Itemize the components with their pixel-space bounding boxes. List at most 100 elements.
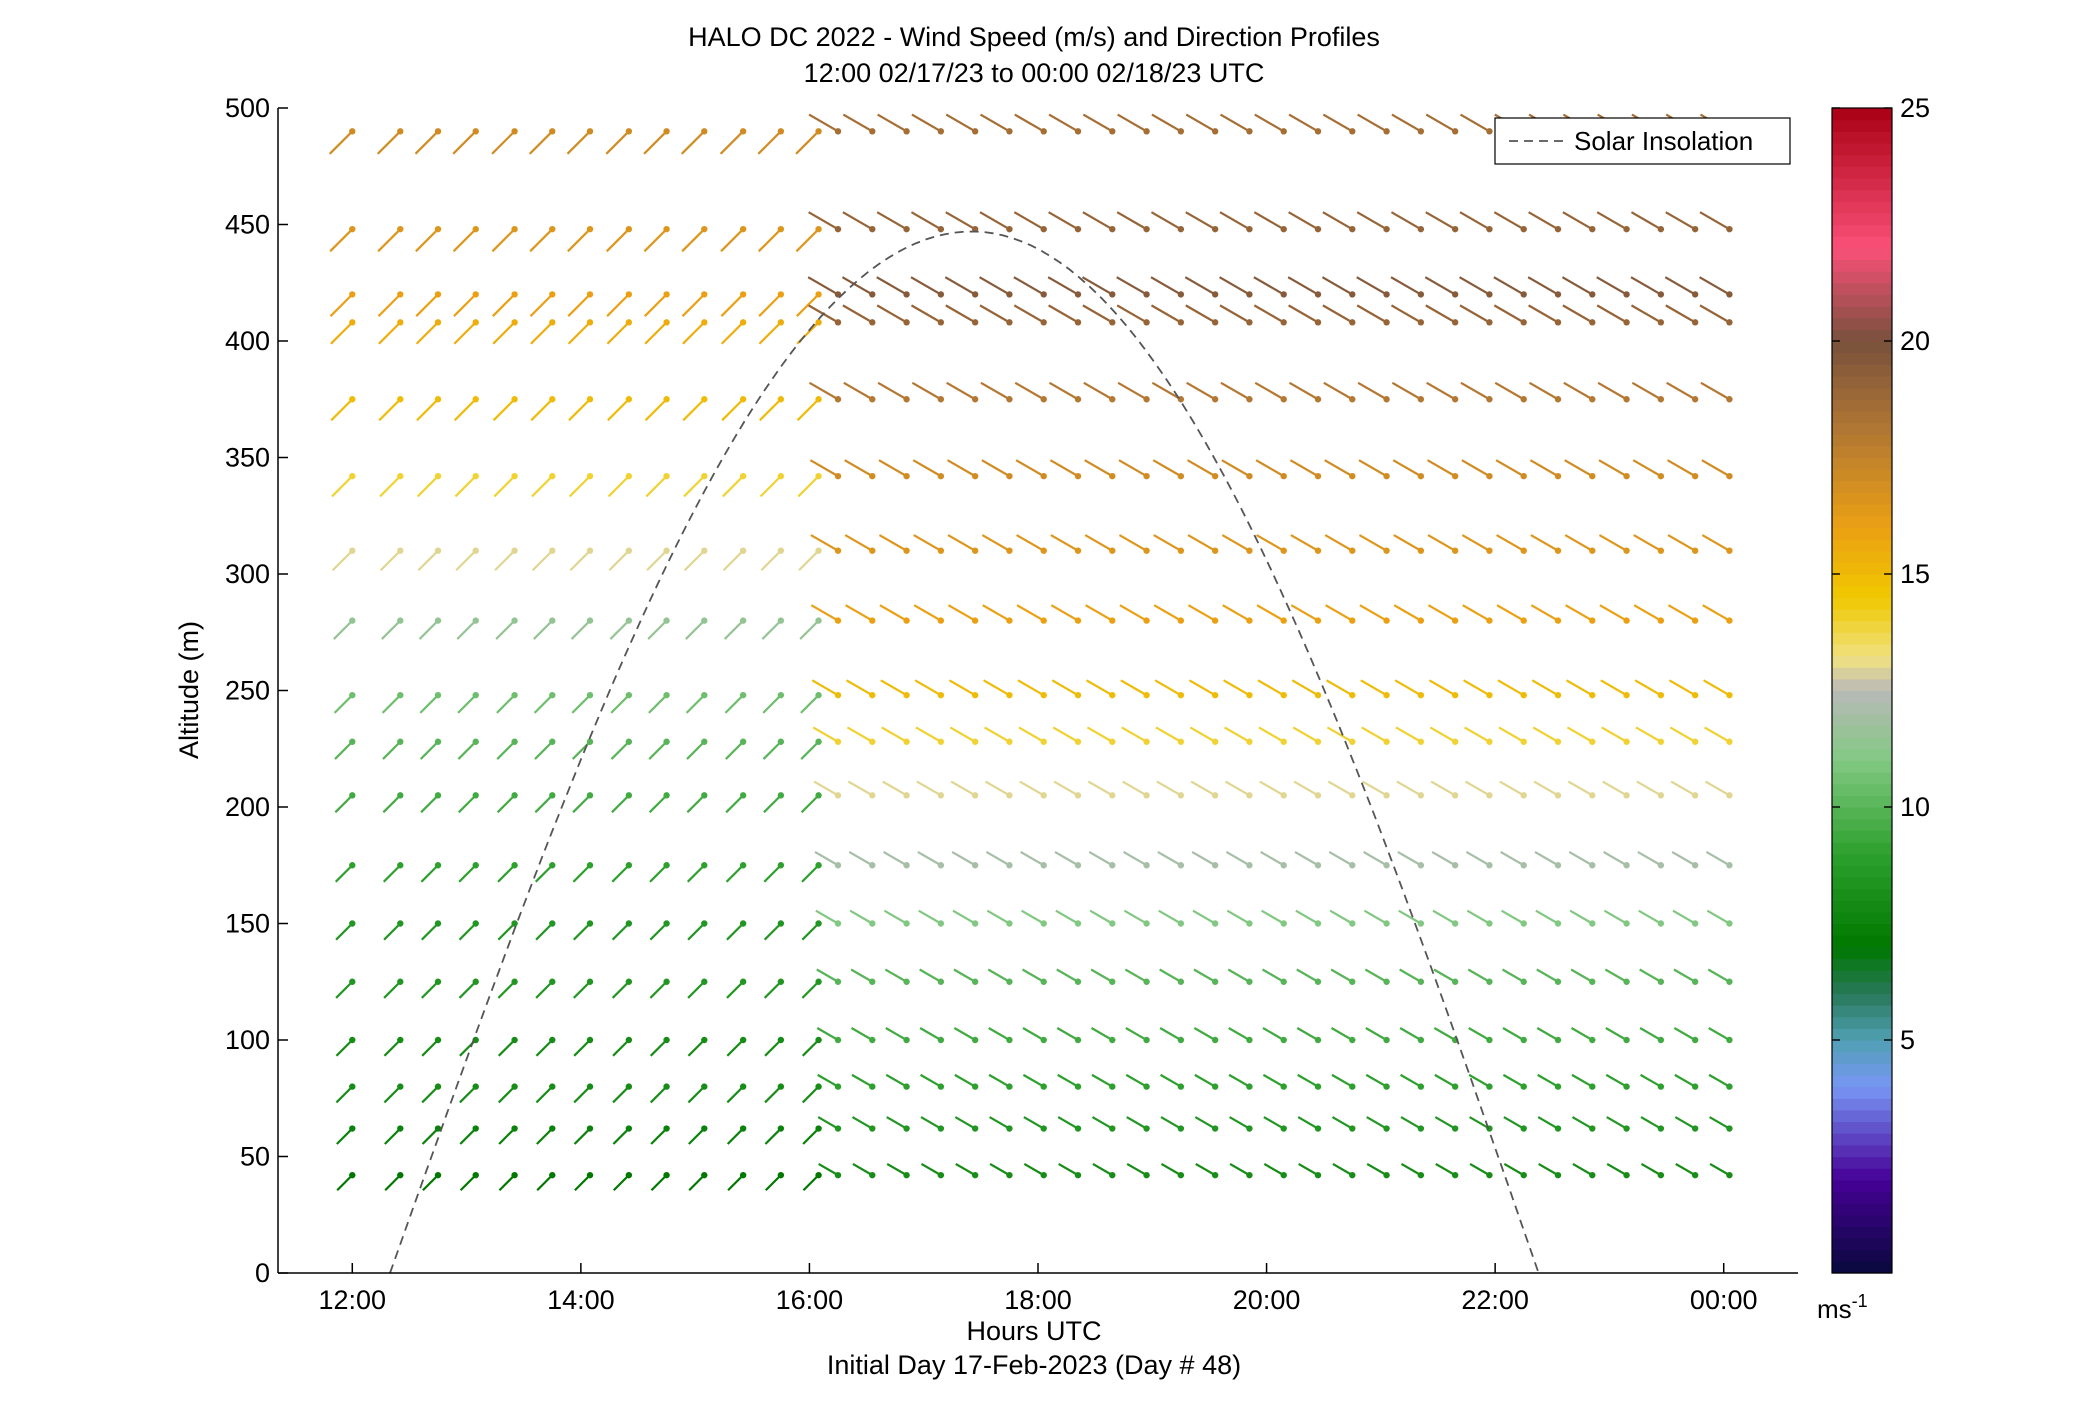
wind-barb-point [937, 472, 945, 480]
wind-barb [1257, 679, 1285, 697]
wind-barb [533, 619, 554, 640]
wind-barb-point [1691, 738, 1699, 745]
wind-barb-point [1486, 617, 1493, 624]
wind-barb-point [1417, 738, 1425, 745]
wind-barb-point [937, 862, 945, 869]
wind-barb-point [1349, 920, 1356, 927]
wind-barb [1116, 211, 1148, 231]
wind-barb [1332, 1162, 1353, 1177]
wind-barb-point [1280, 1171, 1287, 1179]
wind-barb [1499, 780, 1525, 797]
wind-barb [1052, 726, 1079, 743]
wind-barb-point [549, 128, 556, 135]
y-tick-label: 450 [225, 210, 270, 240]
wind-barb-point [1691, 1036, 1699, 1044]
wind-barb [685, 619, 706, 640]
wind-barb-point [1143, 1171, 1150, 1179]
wind-barb-point [1623, 1036, 1630, 1044]
wind-barb-point [869, 862, 876, 869]
colorbar-segment [1832, 1040, 1892, 1053]
colorbar-segment [1832, 142, 1892, 156]
wind-barb [458, 922, 477, 941]
colorbar-segment [1832, 1156, 1892, 1169]
wind-barb-point [903, 1036, 910, 1044]
wind-barb [1261, 968, 1285, 983]
wind-barb-point [777, 1083, 785, 1090]
wind-barb-point [1486, 1036, 1493, 1044]
wind-barb-point [1486, 792, 1493, 799]
wind-barb [1530, 604, 1559, 622]
wind-barb [1254, 381, 1285, 401]
wind-barb-point [1006, 1125, 1013, 1132]
wind-barb-point [1246, 319, 1253, 326]
wind-barb-point [663, 396, 670, 403]
wind-barb-point [1451, 691, 1459, 699]
wind-barb-point [1040, 319, 1047, 326]
wind-barb [1461, 459, 1490, 478]
wind-barb [530, 398, 554, 422]
wind-barb [1709, 1116, 1730, 1130]
wind-barb [1569, 909, 1593, 925]
wind-barb [1459, 276, 1490, 296]
wind-barb-point [701, 291, 708, 298]
wind-barb [762, 740, 782, 760]
wind-barb [497, 1039, 516, 1057]
wind-barb [724, 694, 744, 714]
colorbar-segment [1832, 807, 1892, 820]
wind-barb [1263, 1162, 1285, 1177]
wind-barb-point [815, 1036, 822, 1044]
wind-barb-point [777, 1036, 785, 1044]
wind-barb [1187, 459, 1216, 478]
wind-barb-point [971, 862, 979, 869]
wind-barb [885, 1073, 908, 1088]
colorbar-segment [1832, 1109, 1892, 1123]
wind-barb-point [834, 920, 842, 927]
wind-barb [796, 293, 820, 317]
wind-barb [608, 549, 630, 572]
wind-barb-point [397, 978, 404, 985]
wind-barb [947, 459, 976, 478]
wind-barb-point [739, 1036, 747, 1044]
wind-barb-point [869, 547, 876, 554]
wind-barb [1288, 381, 1319, 401]
wind-barb [1503, 1116, 1525, 1130]
wind-barb-point [472, 1083, 479, 1090]
wind-barb [814, 850, 839, 867]
wind-barb [1048, 113, 1079, 133]
wind-barb [1598, 534, 1628, 552]
wind-barb-point [1314, 691, 1322, 699]
wind-barb [919, 968, 942, 983]
wind-barb-point [511, 128, 518, 135]
wind-barb [611, 980, 630, 999]
wind-barb-point [1417, 978, 1425, 985]
wind-barb-point [937, 792, 945, 799]
wind-barb-point [1623, 617, 1630, 624]
wind-barb [383, 922, 402, 941]
wind-barb-point [586, 617, 594, 624]
colorbar-segment [1832, 1016, 1892, 1029]
wind-barb-point [1211, 792, 1219, 799]
wind-barb [1288, 211, 1319, 231]
wind-barb [725, 864, 744, 883]
wind-barb [1468, 1027, 1490, 1041]
wind-barb [649, 1039, 668, 1057]
wind-barb-point [777, 617, 785, 624]
wind-barb-point [434, 1125, 442, 1132]
wind-barb-point [625, 1036, 633, 1044]
wind-barb-point [1314, 291, 1322, 298]
wind-barb-point [1143, 319, 1150, 326]
wind-barb-point [1451, 547, 1459, 554]
wind-barb-point [1383, 617, 1390, 624]
wind-barb-point [1417, 1036, 1425, 1044]
wind-barb-point [1589, 1083, 1596, 1090]
wind-barb [534, 864, 554, 883]
wind-barb [1501, 909, 1525, 925]
wind-barb [494, 549, 516, 572]
wind-barb-point [1143, 472, 1150, 480]
wind-barb [1327, 780, 1353, 797]
wind-barb-point [1211, 1036, 1219, 1044]
wind-barb [1297, 1073, 1319, 1088]
wind-barb-point [1109, 691, 1116, 699]
wind-barb-point [625, 291, 633, 298]
wind-barb-point [1417, 1083, 1425, 1090]
